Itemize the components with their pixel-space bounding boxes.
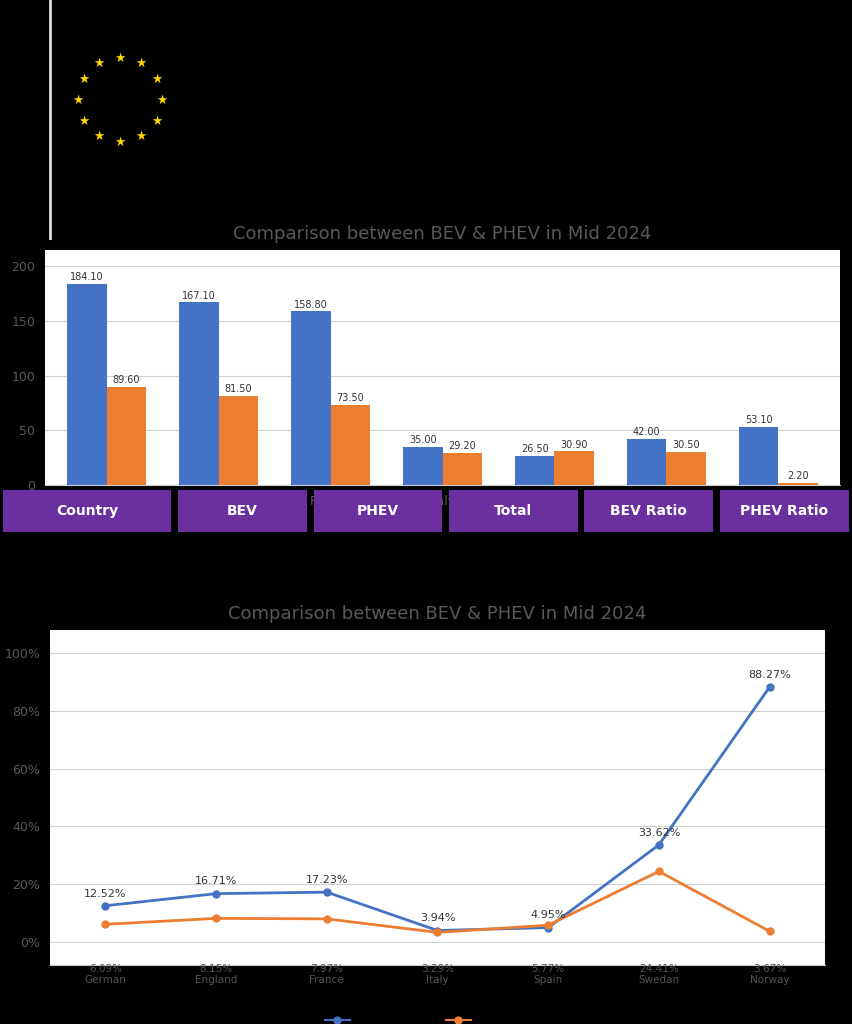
Text: ★: ★ [114, 51, 125, 65]
Text: 73.50: 73.50 [337, 393, 364, 403]
PHEV Ratio [653, 865, 664, 878]
Text: ★: ★ [157, 93, 168, 106]
Text: BEV Ratio: BEV Ratio [610, 504, 688, 518]
Text: 3.29%: 3.29% [421, 964, 454, 974]
Text: ★: ★ [72, 93, 83, 106]
PHEV Ratio [322, 912, 332, 925]
BEV Ratio [101, 900, 111, 912]
BEV Ratio [432, 925, 442, 937]
Text: 42.00: 42.00 [633, 427, 660, 437]
Text: Norway: Norway [750, 975, 790, 985]
BEV Ratio [543, 922, 553, 934]
FancyBboxPatch shape [449, 490, 578, 531]
Text: 184.10: 184.10 [70, 272, 104, 283]
Text: ★: ★ [94, 130, 105, 143]
PHEV Ratio [211, 912, 222, 925]
Bar [106, 387, 146, 485]
Text: ★: ★ [114, 135, 125, 148]
Text: ★: ★ [135, 57, 147, 70]
Text: ★: ★ [151, 115, 162, 128]
Text: 2.20: 2.20 [787, 471, 809, 481]
Text: 158.80: 158.80 [294, 300, 328, 310]
Text: England: England [195, 975, 237, 985]
PHEV Ratio [543, 920, 553, 932]
Text: 8.15%: 8.15% [199, 964, 233, 974]
Bar [180, 302, 219, 485]
Text: 12.52%: 12.52% [84, 889, 127, 898]
Text: ★: ★ [78, 73, 89, 85]
Bar [555, 452, 594, 485]
FancyBboxPatch shape [720, 490, 849, 531]
Bar [403, 446, 442, 485]
Text: 3.67%: 3.67% [753, 964, 786, 974]
BEV Ratio [764, 681, 774, 693]
Text: Swedan: Swedan [638, 975, 680, 985]
Bar [779, 482, 818, 485]
Text: 3.94%: 3.94% [420, 913, 455, 924]
Text: 35.00: 35.00 [409, 435, 437, 445]
Text: Country: Country [56, 504, 118, 518]
FancyBboxPatch shape [178, 490, 307, 531]
Bar [515, 456, 555, 485]
PHEV Ratio [101, 919, 111, 931]
Bar [331, 404, 370, 485]
Text: Total: Total [494, 504, 532, 518]
Bar [219, 396, 258, 485]
Text: PHEV Ratio: PHEV Ratio [740, 504, 828, 518]
Text: 7.97%: 7.97% [310, 964, 343, 974]
Bar [740, 427, 779, 485]
Text: 33.62%: 33.62% [638, 827, 680, 838]
Bar [291, 311, 331, 485]
Text: 17.23%: 17.23% [306, 874, 348, 885]
Text: ★: ★ [78, 115, 89, 128]
Legend: BEV Ratio, PHEV Ratio: BEV Ratio, PHEV Ratio [320, 1010, 556, 1024]
Line: BEV Ratio: BEV Ratio [102, 683, 773, 934]
Title: Comparison between BEV & PHEV in Mid 2024: Comparison between BEV & PHEV in Mid 202… [228, 605, 647, 623]
Text: Spain: Spain [533, 975, 563, 985]
FancyBboxPatch shape [3, 490, 171, 531]
Text: ★: ★ [151, 73, 162, 85]
Bar [627, 439, 666, 485]
Text: ★: ★ [94, 57, 105, 70]
Line: PHEV Ratio: PHEV Ratio [102, 868, 773, 936]
FancyBboxPatch shape [314, 490, 442, 531]
BEV Ratio [322, 886, 332, 898]
Text: PHEV: PHEV [357, 504, 399, 518]
FancyBboxPatch shape [584, 490, 713, 531]
Text: 24.41%: 24.41% [639, 964, 679, 974]
Text: 30.90: 30.90 [561, 439, 588, 450]
PHEV Ratio [432, 927, 442, 939]
Title: Comparison between BEV & PHEV in Mid 2024: Comparison between BEV & PHEV in Mid 202… [233, 225, 652, 243]
Bar [666, 452, 705, 485]
Text: 53.10: 53.10 [745, 416, 773, 425]
Text: 16.71%: 16.71% [195, 877, 237, 887]
BEV Ratio [653, 839, 664, 851]
Bar [67, 284, 106, 485]
Bar [442, 453, 481, 485]
Text: 6.09%: 6.09% [89, 964, 122, 974]
Text: ★: ★ [135, 130, 147, 143]
Text: 30.50: 30.50 [672, 440, 699, 450]
Text: 89.60: 89.60 [112, 376, 140, 385]
Text: Europe Auto Sales Review Mid 2024: Europe Auto Sales Review Mid 2024 [180, 28, 852, 62]
Text: BEV: BEV [227, 504, 258, 518]
Text: 29.20: 29.20 [448, 441, 476, 452]
Text: France: France [309, 975, 344, 985]
BEV Ratio [211, 888, 222, 900]
Text: 81.50: 81.50 [224, 384, 252, 394]
Text: 26.50: 26.50 [521, 444, 549, 455]
Text: 4.95%: 4.95% [531, 910, 566, 921]
Text: 5.77%: 5.77% [532, 964, 565, 974]
Text: 167.10: 167.10 [182, 291, 216, 301]
PHEV Ratio [764, 925, 774, 937]
Text: German: German [84, 975, 126, 985]
Text: 88.27%: 88.27% [748, 670, 791, 680]
Text: Italy: Italy [426, 975, 449, 985]
